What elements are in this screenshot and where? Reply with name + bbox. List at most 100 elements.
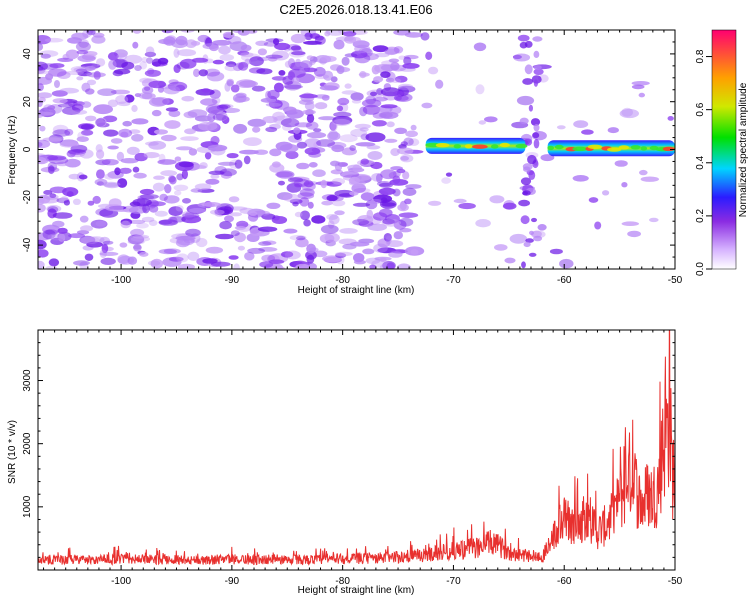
- noise-blob: [521, 261, 526, 269]
- noise-blob: [38, 70, 51, 75]
- noise-blob: [253, 210, 270, 216]
- noise-blob: [158, 248, 177, 255]
- signal-hotspot: [554, 144, 564, 150]
- noise-blob: [51, 90, 68, 97]
- noise-blob: [368, 199, 383, 204]
- noise-blob: [320, 179, 327, 189]
- noise-blob: [107, 99, 119, 108]
- noise-blob: [139, 61, 148, 70]
- x-tick-label: -60: [557, 576, 572, 587]
- noise-blob: [38, 249, 49, 258]
- noise-blob: [331, 178, 346, 185]
- noise-blob: [62, 106, 81, 115]
- noise-blob: [403, 56, 412, 65]
- noise-blob: [95, 220, 107, 227]
- noise-blob: [238, 61, 249, 71]
- noise-blob: [293, 46, 303, 55]
- noise-blob: [489, 195, 505, 204]
- noise-blob: [204, 68, 220, 77]
- figure-title: C2E5.2026.018.13.41.E06: [279, 2, 432, 17]
- noise-blob: [408, 138, 420, 146]
- noise-blob: [276, 170, 295, 179]
- noise-blob: [168, 176, 177, 185]
- noise-blob: [160, 170, 178, 177]
- noise-blob: [38, 92, 53, 99]
- noise-blob: [175, 146, 193, 151]
- noise-blob: [384, 48, 399, 56]
- noise-blob: [148, 140, 167, 150]
- noise-blob: [314, 35, 324, 41]
- noise-blob: [349, 145, 357, 151]
- noise-blob: [173, 64, 181, 73]
- noise-blob: [385, 77, 395, 83]
- noise-blob: [287, 71, 296, 81]
- noise-blob: [394, 95, 402, 101]
- noise-blob: [350, 92, 364, 101]
- noise-blob: [117, 255, 135, 265]
- noise-blob: [210, 174, 220, 179]
- noise-blob: [176, 61, 190, 70]
- noise-blob: [573, 120, 589, 128]
- noise-blob: [298, 99, 314, 105]
- noise-blob: [124, 94, 135, 103]
- colorbar-tick-label: 0.2: [695, 209, 706, 223]
- noise-blob: [164, 184, 172, 194]
- noise-blob: [212, 114, 227, 121]
- noise-blob: [296, 141, 308, 149]
- noise-blob: [208, 170, 225, 175]
- noise-blob: [349, 241, 370, 247]
- noise-blob: [141, 56, 148, 63]
- signal-hotspot: [490, 144, 499, 149]
- noise-blob: [85, 115, 97, 122]
- colorbar: 0.0 0.2 0.4 0.6 0.8 Normalized spectral ampl…: [695, 29, 749, 276]
- noise-blob: [520, 215, 530, 225]
- noise-blob: [230, 84, 240, 93]
- noise-blob: [308, 162, 318, 168]
- noise-blob: [219, 221, 232, 230]
- noise-blob: [265, 54, 283, 59]
- noise-blob: [91, 63, 99, 70]
- noise-blob: [355, 142, 376, 147]
- noise-blob: [588, 197, 599, 203]
- noise-blob: [284, 60, 292, 68]
- noise-blob: [532, 132, 540, 139]
- noise-blob: [359, 127, 369, 132]
- noise-blob: [77, 131, 84, 140]
- noise-blob: [516, 95, 535, 106]
- noise-blob: [52, 212, 73, 219]
- noise-blob: [86, 241, 103, 248]
- noise-blob: [300, 210, 310, 221]
- noise-blob: [533, 124, 540, 132]
- noise-blob: [38, 61, 48, 71]
- noise-blob: [303, 219, 311, 227]
- x-tick-label: -50: [668, 275, 683, 286]
- noise-blob: [296, 162, 310, 170]
- noise-blob: [127, 239, 145, 245]
- noise-blob: [132, 166, 140, 173]
- noise-blob: [378, 187, 396, 195]
- noise-blob: [398, 217, 414, 227]
- noise-blob: [154, 129, 168, 135]
- noise-blob: [291, 51, 306, 56]
- noise-blob: [226, 153, 239, 159]
- noise-blob: [306, 113, 315, 123]
- noise-blob: [64, 128, 74, 136]
- noise-blob: [328, 130, 339, 140]
- noise-blob: [249, 56, 264, 67]
- noise-blob: [97, 88, 117, 96]
- y-tick-label: 20: [22, 96, 33, 108]
- noise-blob: [143, 152, 160, 159]
- noise-blob: [121, 61, 135, 70]
- noise-blob: [524, 40, 533, 48]
- noise-blob: [116, 151, 125, 162]
- noise-blob: [161, 30, 174, 34]
- snr-y-axis: 1000 2000 3000: [22, 329, 675, 558]
- noise-blob: [349, 191, 359, 196]
- x-tick-label: -100: [111, 275, 131, 286]
- noise-blob: [232, 93, 247, 103]
- signal-hotspot: [499, 142, 510, 148]
- x-tick-label: -70: [446, 275, 461, 286]
- noise-blob: [38, 139, 51, 149]
- noise-blob: [295, 58, 302, 68]
- x-tick-label: -60: [557, 275, 572, 286]
